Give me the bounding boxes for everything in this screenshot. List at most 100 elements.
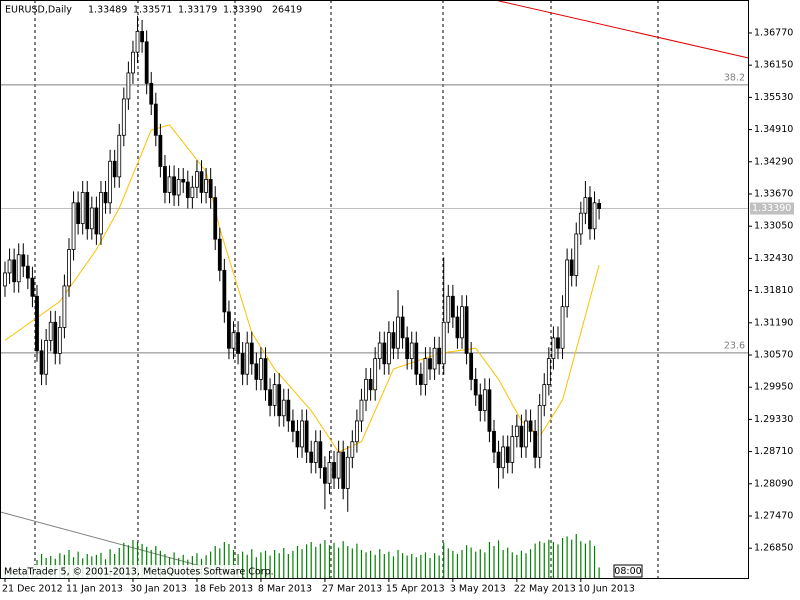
candle-body xyxy=(437,347,442,365)
candle-body xyxy=(3,272,7,287)
candle-body xyxy=(94,207,99,235)
x-tick-label: 30 Jan 2013 xyxy=(130,584,187,595)
candle-body xyxy=(259,358,263,380)
candle-body xyxy=(528,420,533,432)
header-close: 1.33390 xyxy=(223,5,262,16)
header-low: 1.33179 xyxy=(178,5,217,16)
candle-body xyxy=(117,134,122,178)
candle-body xyxy=(140,31,145,43)
candle-body xyxy=(249,342,254,365)
candle-body xyxy=(565,259,570,308)
candle-body xyxy=(487,389,492,432)
candle-body xyxy=(277,384,282,417)
candle-body xyxy=(583,197,588,214)
y-tick-label: 1.26850 xyxy=(754,543,793,554)
symbol: EURUSD,Daily xyxy=(5,5,72,16)
candle-body xyxy=(227,311,231,349)
candle-body xyxy=(199,171,204,193)
candle-body xyxy=(222,269,227,313)
candle-body xyxy=(364,378,368,401)
candle-body xyxy=(377,342,382,360)
x-tick-label: 15 Apr 2013 xyxy=(386,584,445,595)
candle-body xyxy=(350,441,355,458)
candle-body xyxy=(588,197,592,230)
candle-body xyxy=(272,384,277,406)
x-tick-label: 11 Jan 2013 xyxy=(66,584,123,595)
candle-body xyxy=(35,295,39,352)
fib-label: 23.6 xyxy=(724,340,745,351)
candle-body xyxy=(460,306,464,339)
candle-body xyxy=(432,347,437,370)
candle-body xyxy=(25,265,30,279)
candle-body xyxy=(368,378,373,391)
candle-body xyxy=(450,295,455,318)
candle-body xyxy=(473,378,478,396)
candle-body xyxy=(176,179,181,196)
candle-body xyxy=(291,420,295,432)
candle-body xyxy=(263,358,268,391)
candle-body xyxy=(382,342,387,365)
candle-body xyxy=(318,441,323,469)
y-tick-label: 1.27470 xyxy=(754,510,793,521)
candle-body xyxy=(21,254,26,267)
candle-body xyxy=(519,425,524,448)
candle-body xyxy=(373,358,378,391)
candle-body xyxy=(327,462,332,484)
candle-body xyxy=(16,254,21,283)
candle-body xyxy=(300,420,304,448)
candle-body xyxy=(418,373,423,385)
y-tick-label: 1.29330 xyxy=(754,414,793,425)
x-tick-label: 27 Mar 2013 xyxy=(322,584,382,595)
candle-body xyxy=(354,420,359,443)
candle-body xyxy=(295,430,300,448)
candle-body xyxy=(12,259,17,283)
candle-body xyxy=(323,467,327,484)
candle-body xyxy=(533,430,538,458)
candle-body xyxy=(469,353,474,380)
header: EURUSD,Daily 1.33489 1.33571 1.33179 1.3… xyxy=(5,5,302,16)
y-tick-label: 1.36770 xyxy=(754,27,793,38)
candle-body xyxy=(89,207,94,230)
candle-body xyxy=(7,259,12,274)
candle-body xyxy=(213,197,218,240)
candle-body xyxy=(245,342,250,375)
candle-body xyxy=(67,249,71,287)
candle-body xyxy=(99,192,103,235)
y-tick-label: 1.30570 xyxy=(754,349,793,360)
candle-body xyxy=(85,192,90,230)
header-open: 1.33489 xyxy=(88,5,127,16)
candle-body xyxy=(455,316,460,339)
copyright: MetaTrader 5, © 2001-2013, MetaQuotes So… xyxy=(4,567,274,578)
price-label-box xyxy=(750,202,794,215)
candle-body xyxy=(190,186,195,199)
y-tick-label: 1.28090 xyxy=(754,478,793,489)
y-tick-label: 1.33050 xyxy=(754,221,793,232)
candle-body xyxy=(76,202,81,224)
footer-bg xyxy=(2,565,242,578)
candle-body xyxy=(482,389,487,411)
candle-body xyxy=(204,179,208,193)
x-tick-label: 22 May 2013 xyxy=(514,584,576,595)
candle-body xyxy=(560,306,565,349)
x-tick-label: 3 May 2013 xyxy=(450,584,506,595)
candle-body xyxy=(185,181,190,199)
candle-body xyxy=(336,451,341,479)
candle-body xyxy=(158,134,163,167)
timeframe: 08:00 xyxy=(614,566,641,577)
candle-body xyxy=(441,321,446,365)
candle-body xyxy=(396,316,400,349)
y-tick-label: 1.35530 xyxy=(754,92,793,103)
y-tick-label: 1.28710 xyxy=(754,446,793,457)
price-label: 1.33390 xyxy=(752,203,791,214)
candle-body xyxy=(501,446,506,469)
candle-body xyxy=(492,430,496,453)
candle-body xyxy=(574,233,579,276)
candle-body xyxy=(359,399,364,422)
candle-body xyxy=(556,337,560,349)
candle-body xyxy=(524,420,528,448)
candle-body xyxy=(121,98,126,136)
candle-body xyxy=(153,103,158,136)
candle-body xyxy=(286,399,291,422)
candle-body xyxy=(510,436,515,463)
